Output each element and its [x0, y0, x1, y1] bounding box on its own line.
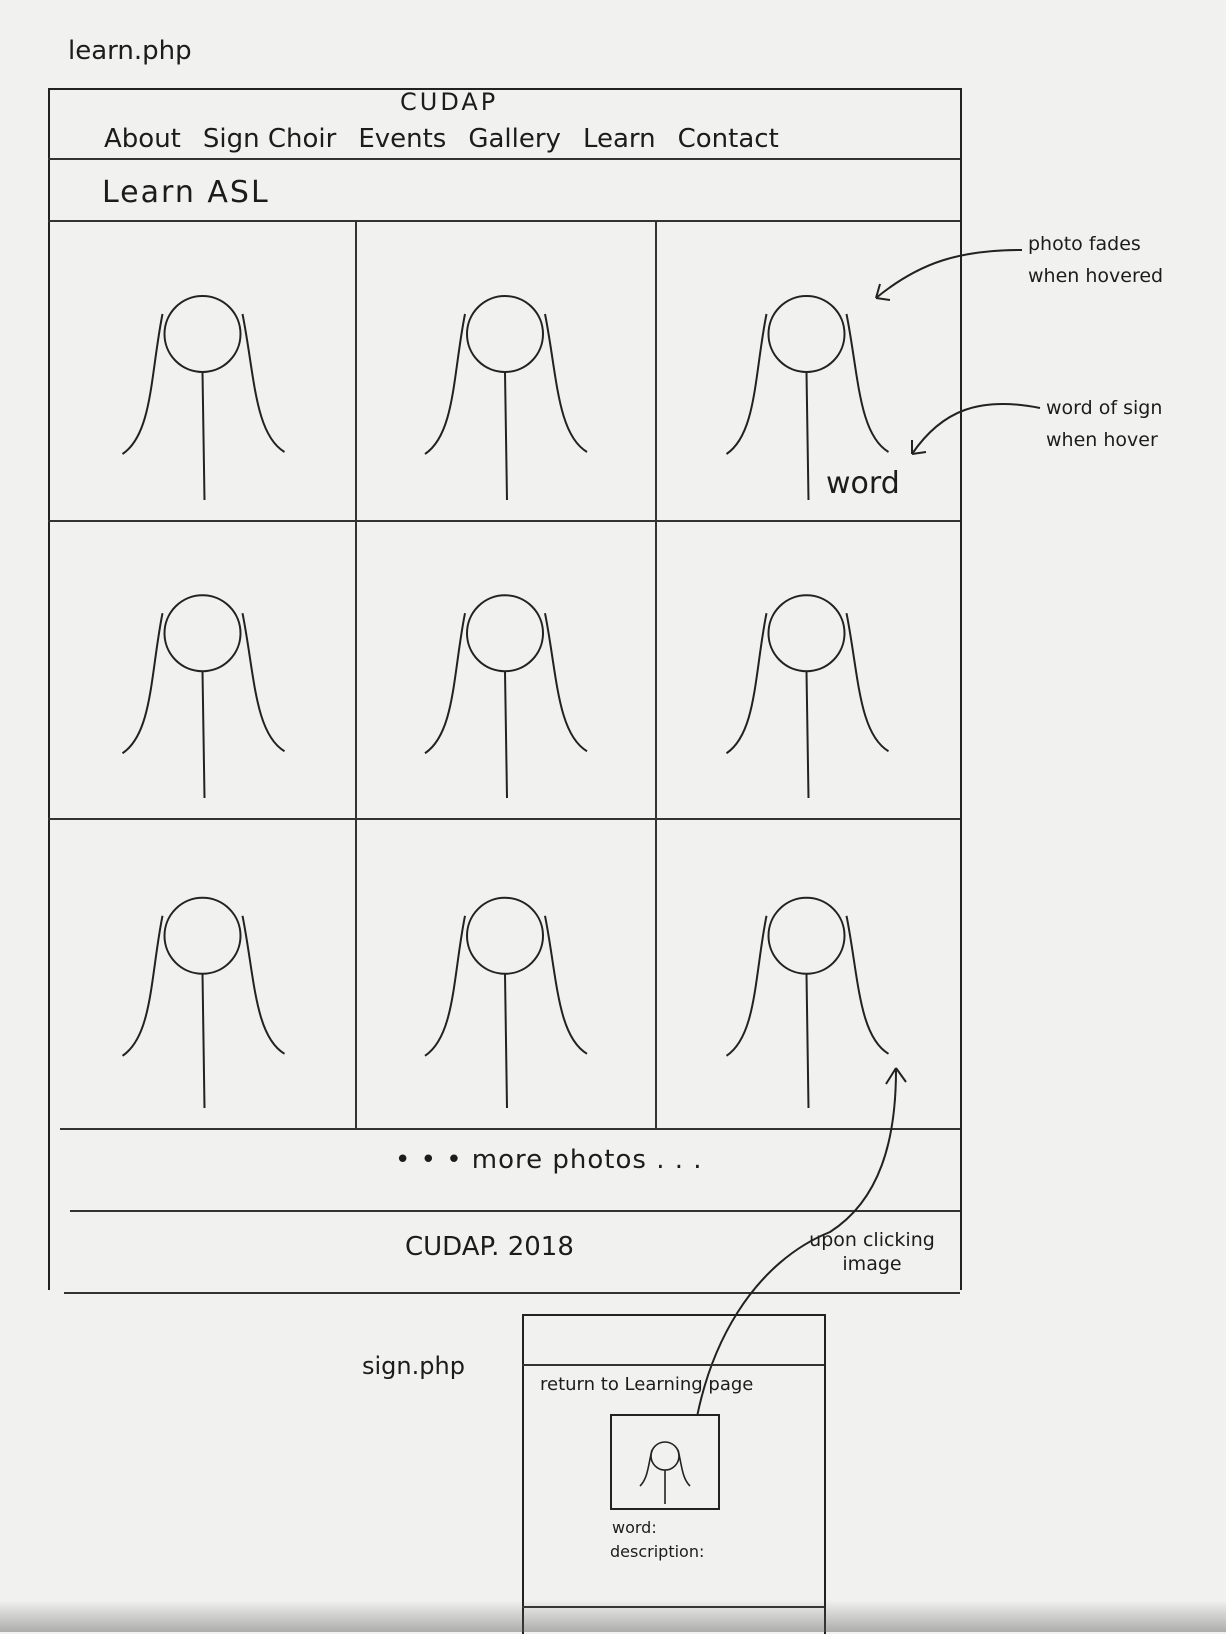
sign-word-label: word:: [612, 1518, 657, 1537]
person-sketch-icon: [725, 594, 890, 799]
site-title: CUDAP: [400, 88, 499, 116]
nav-contact[interactable]: Contact: [677, 124, 779, 154]
nav-learn[interactable]: Learn: [582, 124, 656, 154]
person-sketch-icon: [725, 295, 890, 501]
person-sketch-icon: [121, 896, 286, 1109]
nav-events[interactable]: Events: [358, 124, 447, 154]
person-sketch-icon: [424, 594, 588, 799]
paper-shadow: [0, 1600, 1226, 1632]
learn-page-wireframe: [48, 88, 962, 1290]
footer-bottom-line: [64, 1292, 960, 1294]
photo-cell-5[interactable]: [355, 520, 655, 818]
grid-line: [48, 520, 960, 522]
heading-divider: [48, 220, 960, 222]
grid-line: [48, 818, 960, 820]
hover-word-label: word: [826, 466, 900, 501]
sign-header-divider: [522, 1364, 824, 1366]
person-sketch-icon: [424, 896, 588, 1109]
nav-about[interactable]: About: [104, 124, 181, 154]
main-nav: About Sign Choir Events Gallery Learn Co…: [104, 124, 779, 154]
photo-cell-9[interactable]: [655, 818, 958, 1128]
nav-divider: [48, 158, 960, 160]
footer-divider: [70, 1210, 960, 1212]
person-sketch-icon: [639, 1441, 691, 1504]
photo-cell-3[interactable]: [655, 220, 958, 520]
photo-cell-6[interactable]: [655, 520, 958, 818]
sign-description-label: description:: [610, 1542, 705, 1561]
grid-line: [60, 1128, 960, 1130]
annotation-word: word of sign when hover: [1046, 397, 1163, 451]
photo-cell-7[interactable]: [50, 818, 355, 1128]
more-photos[interactable]: • • • more photos . . .: [395, 1145, 703, 1175]
person-sketch-icon: [121, 295, 286, 501]
person-sketch-icon: [725, 896, 890, 1109]
nav-sign-choir[interactable]: Sign Choir: [202, 124, 337, 154]
annotation-fade: photo fades when hovered: [1028, 233, 1164, 287]
nav-gallery[interactable]: Gallery: [468, 124, 561, 154]
annotation-click: upon clicking image: [809, 1229, 935, 1275]
photo-cell-8[interactable]: [355, 818, 655, 1128]
photo-cell-4[interactable]: [50, 520, 355, 818]
learn-php-label: learn.php: [68, 36, 192, 66]
sign-page-wireframe: [522, 1314, 826, 1634]
sign-footer-divider: [522, 1606, 824, 1608]
person-sketch-icon: [121, 594, 286, 799]
photo-cell-1[interactable]: [50, 220, 355, 520]
grid-line: [655, 220, 657, 1128]
grid-line: [355, 220, 357, 1128]
person-sketch-icon: [424, 295, 588, 501]
footer-text: CUDAP. 2018: [405, 1232, 574, 1262]
return-link[interactable]: return to Learning page: [540, 1374, 754, 1395]
page-heading: Learn ASL: [102, 175, 270, 210]
sign-php-label: sign.php: [362, 1352, 465, 1380]
sign-image: [610, 1414, 720, 1510]
photo-cell-2[interactable]: [355, 220, 655, 520]
